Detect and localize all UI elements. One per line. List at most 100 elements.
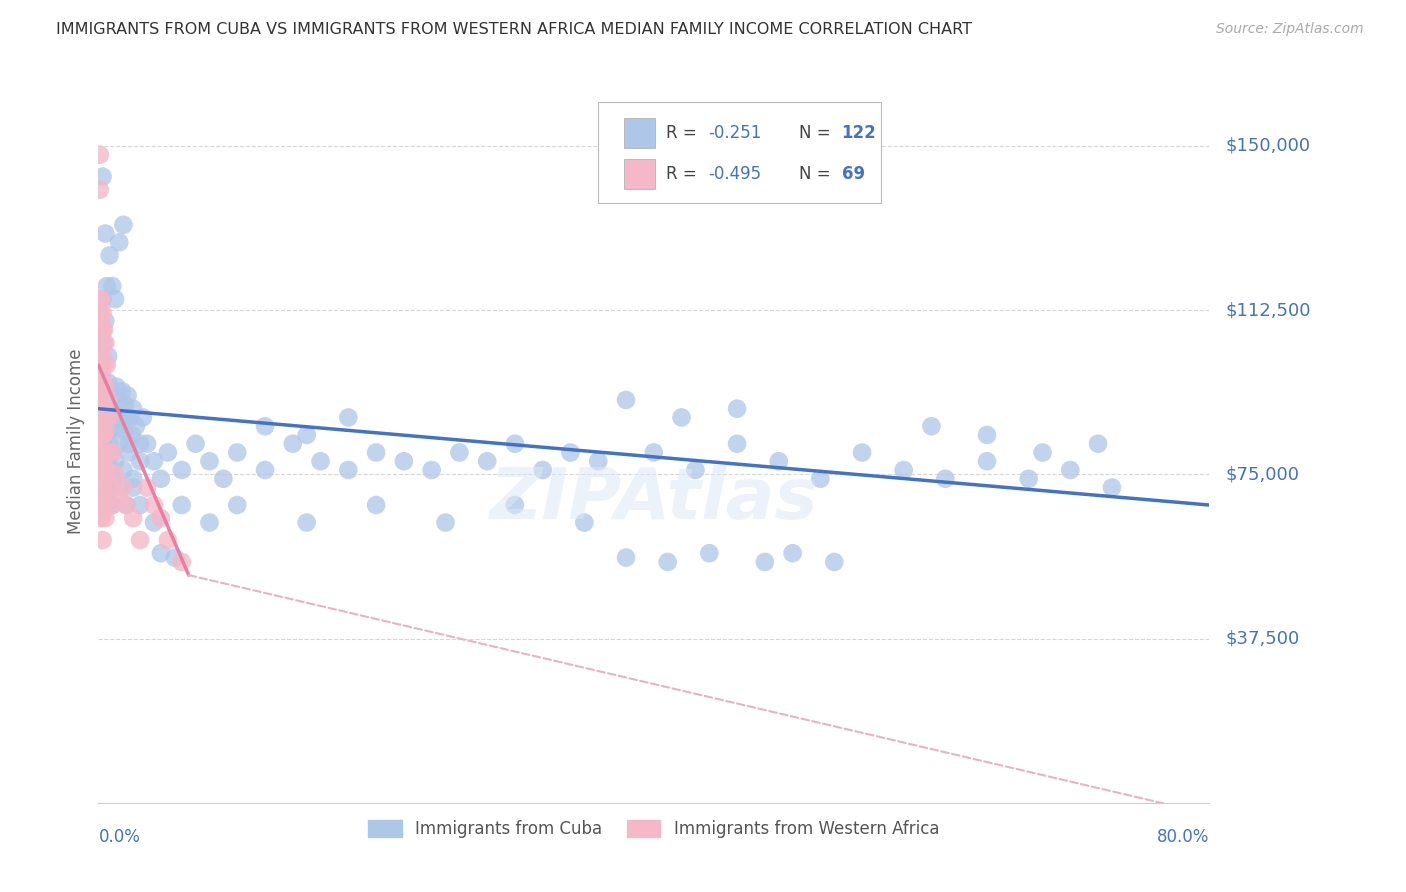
Point xyxy=(91,533,114,547)
Point xyxy=(112,424,135,438)
Legend: Immigrants from Cuba, Immigrants from Western Africa: Immigrants from Cuba, Immigrants from We… xyxy=(361,814,946,845)
Point xyxy=(149,472,172,486)
Point xyxy=(111,384,134,399)
Point xyxy=(93,498,115,512)
Point xyxy=(89,336,111,351)
Point xyxy=(100,463,122,477)
Point xyxy=(657,555,679,569)
Point xyxy=(1059,463,1081,477)
Point xyxy=(94,467,117,482)
Point xyxy=(170,498,193,512)
Point xyxy=(90,445,112,459)
Point xyxy=(93,336,115,351)
Point xyxy=(91,392,114,407)
Point xyxy=(122,472,145,486)
Point xyxy=(93,463,115,477)
Point xyxy=(96,401,118,416)
Point xyxy=(115,498,138,512)
Point xyxy=(118,445,141,459)
Point xyxy=(614,550,637,565)
Point xyxy=(89,380,111,394)
Point xyxy=(253,419,276,434)
Point xyxy=(531,463,554,477)
Point xyxy=(149,511,172,525)
Point xyxy=(89,498,111,512)
Point xyxy=(198,516,221,530)
Text: -0.251: -0.251 xyxy=(709,124,762,142)
Text: ZIPAtlas: ZIPAtlas xyxy=(489,465,818,533)
Point xyxy=(89,392,111,407)
Point xyxy=(93,463,115,477)
Point xyxy=(97,376,120,390)
Point xyxy=(699,546,721,560)
Point xyxy=(91,305,114,319)
Point xyxy=(91,507,114,521)
Point xyxy=(89,349,111,363)
Point xyxy=(89,147,111,161)
Point xyxy=(112,481,135,495)
Point xyxy=(96,279,118,293)
Point xyxy=(89,481,111,495)
Point xyxy=(143,516,166,530)
Point xyxy=(93,358,115,372)
Point xyxy=(120,410,142,425)
Point xyxy=(90,401,112,416)
Point xyxy=(91,323,114,337)
Point xyxy=(90,454,112,468)
Point xyxy=(96,463,118,477)
Text: 69: 69 xyxy=(842,165,865,183)
Point xyxy=(90,511,112,525)
Point xyxy=(184,436,207,450)
Point xyxy=(90,323,112,337)
Point xyxy=(366,498,388,512)
Point xyxy=(114,397,136,411)
Point xyxy=(91,481,114,495)
Point xyxy=(90,380,112,394)
Point xyxy=(98,424,121,438)
Point xyxy=(89,323,111,337)
Point xyxy=(105,380,128,394)
FancyBboxPatch shape xyxy=(624,159,655,189)
Point xyxy=(97,445,120,459)
Point xyxy=(643,445,665,459)
Point xyxy=(94,445,117,459)
Point xyxy=(98,248,121,262)
Point xyxy=(129,436,152,450)
Point xyxy=(115,498,138,512)
Point xyxy=(108,481,131,495)
Point xyxy=(89,367,111,381)
Point xyxy=(107,419,129,434)
Point xyxy=(337,410,360,425)
Point xyxy=(163,550,186,565)
Point xyxy=(420,463,443,477)
Text: 122: 122 xyxy=(842,124,876,142)
Point xyxy=(122,401,145,416)
Point xyxy=(121,428,143,442)
Point xyxy=(125,419,148,434)
Point xyxy=(156,445,179,459)
Point xyxy=(725,401,748,416)
Text: $112,500: $112,500 xyxy=(1226,301,1312,319)
Point xyxy=(94,227,117,241)
Point xyxy=(103,388,125,402)
Text: N =: N = xyxy=(799,165,831,183)
Point xyxy=(101,445,124,459)
Point xyxy=(754,555,776,569)
Point xyxy=(96,358,118,372)
Point xyxy=(309,454,332,468)
Point xyxy=(89,183,111,197)
Point xyxy=(89,489,111,503)
Point xyxy=(920,419,942,434)
Point xyxy=(90,292,112,306)
Point xyxy=(136,436,159,450)
Point xyxy=(93,481,115,495)
Point xyxy=(115,415,138,429)
Point xyxy=(101,279,124,293)
Point xyxy=(118,436,141,450)
FancyBboxPatch shape xyxy=(624,118,655,148)
Point xyxy=(97,454,120,468)
Point xyxy=(143,454,166,468)
Text: 80.0%: 80.0% xyxy=(1157,828,1209,846)
Point xyxy=(90,424,112,438)
Point xyxy=(98,481,121,495)
